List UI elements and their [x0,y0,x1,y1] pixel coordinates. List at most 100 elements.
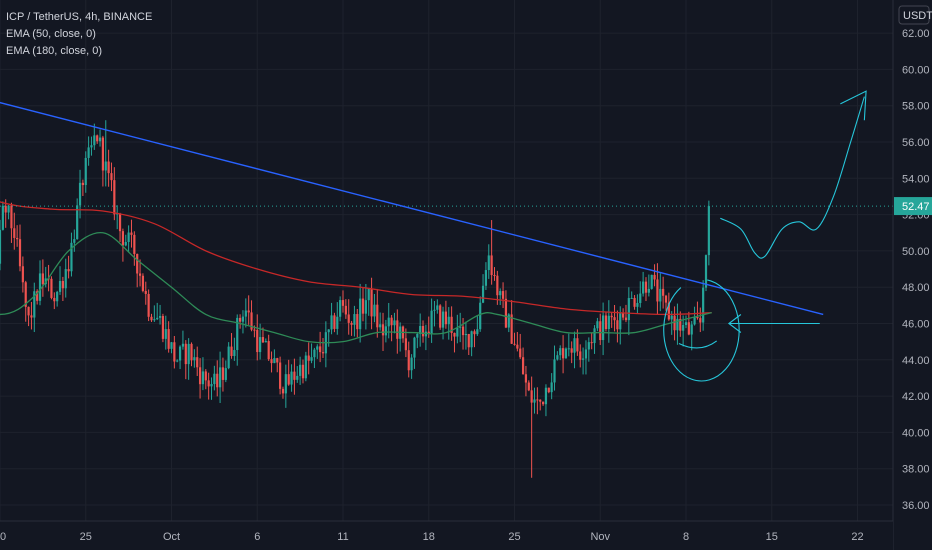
candle-body [507,314,510,328]
projection-path[interactable] [720,96,865,259]
time-tick-label: Oct [163,531,180,543]
ema50-line[interactable] [0,142,712,344]
candle-body [201,371,205,385]
user-drawings[interactable] [0,59,909,382]
candle-body [499,291,502,296]
candle-body [510,314,513,344]
candle-body [56,291,59,302]
candle-body [353,314,356,325]
price-tick-label: 44.00 [902,355,930,367]
candle-body [118,213,122,232]
candle-body [236,317,239,351]
candle-body [633,297,636,307]
candle-body [299,364,302,376]
price-axis[interactable]: 36.00 38.00 40.00 42.00 44.00 46.00 48.00 50.00… [892,0,932,550]
time-axis[interactable]: 20 25 Oct 6 11 18 25 Nov 8 15 22 [0,520,932,550]
highlight-inner-stroke[interactable] [678,340,718,349]
candle-body [579,351,582,360]
candle-body [676,318,679,331]
candle-body [147,293,150,317]
candle-body [113,180,116,215]
candle-body [304,355,307,379]
chart-legend: ICP / TetherUS, 4h, BINANCE EMA (50, clo… [6,9,152,60]
candle-body [373,304,376,317]
time-tick-label: 25 [80,531,92,543]
candle-body [490,255,493,276]
indicator-ema180[interactable]: EMA (180, close, 0) [6,45,102,57]
candle-body [693,316,696,325]
candle-body [10,205,13,229]
candle-body [136,253,139,274]
candle-body [279,362,282,389]
candle-body [379,324,382,328]
candle-body [550,382,553,393]
candle-body [650,274,653,289]
candle-body [561,348,565,359]
candle-body [330,315,333,330]
candle-body [570,348,573,353]
candle-body [84,157,87,186]
candle-body [244,310,247,317]
candle-body [413,337,416,358]
projection-arrow-head[interactable] [840,90,867,121]
candle-body [447,316,450,325]
candle-body [187,343,190,365]
candle-body [696,316,699,319]
ema180-line[interactable] [0,51,712,316]
trendline[interactable] [0,59,824,316]
candle-body [124,242,127,246]
pointer-arrow-head[interactable] [727,314,742,333]
candle-body [584,349,588,359]
candle-body [36,291,39,301]
candle-body [319,346,322,353]
candle-body [316,346,319,350]
candle-body [527,382,530,391]
symbol-title[interactable]: ICP / TetherUS, 4h, BINANCE [6,11,153,23]
candle-body [101,137,104,171]
candle-body [653,274,656,280]
candle-body [536,399,539,401]
candle-body [224,368,227,380]
candle-body [78,182,82,206]
candle-body [239,317,242,322]
candle-body [644,281,648,293]
candle-body [679,318,682,331]
candle-body [53,297,56,302]
candle-body [516,344,519,349]
candle-body [656,279,659,302]
candle-body [387,317,390,327]
candle-body [690,324,693,335]
time-tick-label: 18 [423,531,435,543]
candle-body [158,316,162,318]
candle-body [167,329,170,349]
candle-body [218,367,222,388]
candle-body [138,273,142,276]
candle-body [333,315,336,329]
candle-body [487,255,490,271]
candle-body [50,278,53,298]
candle-body [610,315,613,318]
candle-body [450,316,453,333]
price-tick-label: 50.00 [902,246,930,258]
candle-body [184,343,187,365]
candle-body [410,357,413,371]
currency-badge[interactable] [898,5,930,25]
candle-body [444,311,447,325]
candle-body [73,239,76,243]
candle-body [196,357,199,368]
highlight-circle[interactable] [663,279,740,382]
candle-body [439,305,442,328]
candle-body [473,331,476,335]
candle-body [622,313,625,318]
candle-body [190,343,193,361]
price-tick-label: 56.00 [902,137,930,149]
candle-body [110,173,113,181]
candle-body [18,239,22,267]
price-tick-label: 58.00 [902,101,930,113]
indicator-ema50[interactable]: EMA (50, close, 0) [6,28,96,40]
candle-body [221,367,225,380]
candle-body [559,348,562,356]
candle-body [253,329,256,331]
